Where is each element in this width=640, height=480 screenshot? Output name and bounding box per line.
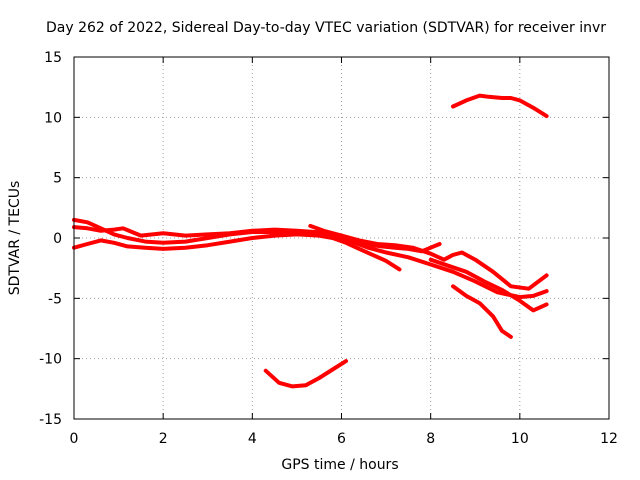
series-arc-6	[451, 284, 513, 339]
x-tick-label: 6	[337, 431, 346, 447]
x-tick-label: 4	[248, 431, 257, 447]
data-series	[72, 93, 549, 389]
x-axis-label: GPS time / hours	[281, 457, 398, 473]
y-axis-label: SDTVAR / TECUs	[7, 181, 23, 296]
series-arc-4	[308, 223, 549, 291]
series-arc-7	[451, 93, 549, 119]
y-tick-label: 10	[44, 110, 62, 126]
series-arc-2	[72, 232, 402, 272]
x-tick-label: 8	[426, 431, 435, 447]
x-tick-label: 12	[600, 431, 618, 447]
series-arc-3	[72, 225, 549, 300]
y-tick-label: 15	[44, 50, 62, 66]
series-arc-5	[428, 257, 549, 313]
y-tick-label: -10	[39, 352, 62, 368]
x-tick-label: 2	[159, 431, 168, 447]
series-arc-8	[263, 359, 348, 389]
y-tick-label: -5	[48, 291, 62, 307]
y-axis-ticks: -15 -10 -5 0 5 10 15	[39, 50, 609, 428]
y-tick-label: 0	[53, 231, 62, 247]
y-tick-label: 5	[53, 171, 62, 187]
x-tick-label: 0	[70, 431, 79, 447]
plot-frame	[73, 56, 610, 420]
y-tick-label: -15	[39, 412, 62, 428]
chart-title: Day 262 of 2022, Sidereal Day-to-day VTE…	[46, 20, 606, 36]
x-tick-label: 10	[511, 431, 529, 447]
